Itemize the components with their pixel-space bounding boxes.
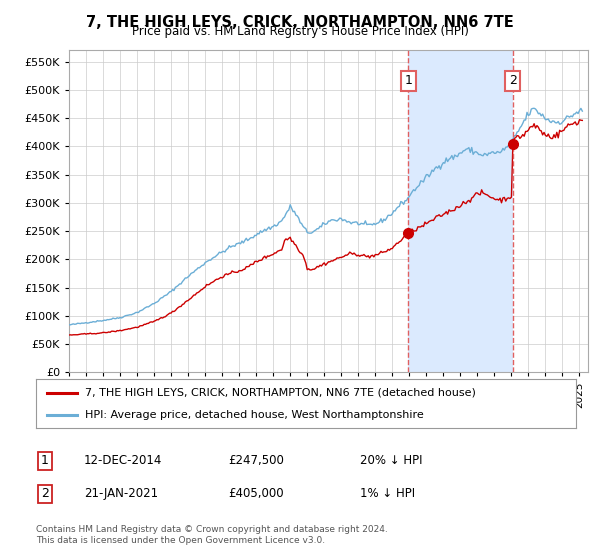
Text: 7, THE HIGH LEYS, CRICK, NORTHAMPTON, NN6 7TE (detached house): 7, THE HIGH LEYS, CRICK, NORTHAMPTON, NN… xyxy=(85,388,475,398)
Text: HPI: Average price, detached house, West Northamptonshire: HPI: Average price, detached house, West… xyxy=(85,410,424,420)
Text: This data is licensed under the Open Government Licence v3.0.: This data is licensed under the Open Gov… xyxy=(36,536,325,545)
Text: £247,500: £247,500 xyxy=(228,454,284,468)
Text: £405,000: £405,000 xyxy=(228,487,284,501)
Text: 7, THE HIGH LEYS, CRICK, NORTHAMPTON, NN6 7TE: 7, THE HIGH LEYS, CRICK, NORTHAMPTON, NN… xyxy=(86,15,514,30)
Text: 21-JAN-2021: 21-JAN-2021 xyxy=(84,487,158,501)
Text: 1: 1 xyxy=(404,74,412,87)
Text: Price paid vs. HM Land Registry's House Price Index (HPI): Price paid vs. HM Land Registry's House … xyxy=(131,25,469,38)
Text: 2: 2 xyxy=(509,74,517,87)
Text: Contains HM Land Registry data © Crown copyright and database right 2024.: Contains HM Land Registry data © Crown c… xyxy=(36,525,388,534)
Text: 12-DEC-2014: 12-DEC-2014 xyxy=(84,454,163,468)
Text: 2: 2 xyxy=(41,487,49,501)
Bar xyxy=(409,50,512,372)
Text: 1: 1 xyxy=(41,454,49,468)
Text: 1% ↓ HPI: 1% ↓ HPI xyxy=(360,487,415,501)
Text: 20% ↓ HPI: 20% ↓ HPI xyxy=(360,454,422,468)
